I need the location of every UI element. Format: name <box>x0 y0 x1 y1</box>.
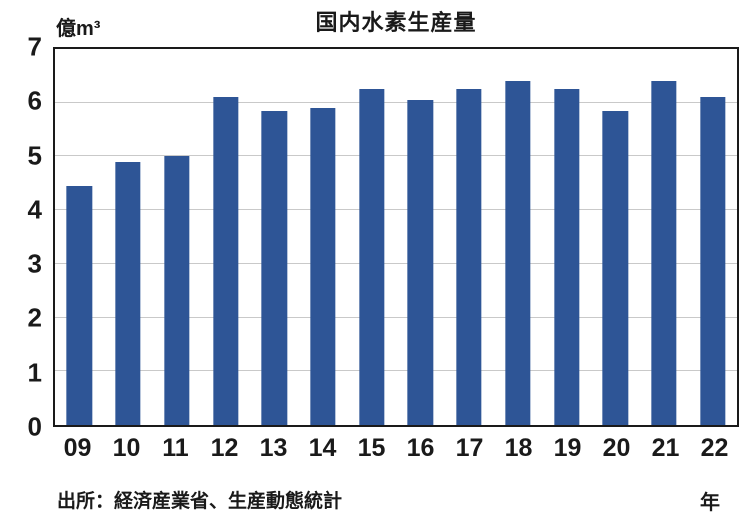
gridline <box>55 262 737 264</box>
bar-22 <box>699 97 726 425</box>
x-tick-label: 11 <box>162 434 189 462</box>
source-text: 出所：経済産業省、生産動態統計 <box>57 491 343 512</box>
y-tick-label: 2 <box>27 302 42 333</box>
gridline <box>55 155 737 157</box>
gridline <box>55 209 737 211</box>
x-tick-label: 10 <box>112 434 141 462</box>
y-tick-label: 0 <box>27 411 42 442</box>
y-tick-label: 4 <box>27 194 42 225</box>
gridline <box>55 316 737 318</box>
x-axis-title: 年 <box>700 492 720 514</box>
bar-12 <box>212 97 239 425</box>
x-tick-label: 09 <box>63 434 92 462</box>
bar-15 <box>358 89 385 425</box>
y-tick-label: 3 <box>27 248 42 279</box>
bar-10 <box>115 161 141 425</box>
bar-13 <box>261 110 287 425</box>
y-axis-labels: 0 1 2 3 4 5 6 7 <box>0 33 42 439</box>
x-tick-label: 12 <box>210 434 239 462</box>
bar-21 <box>651 81 677 425</box>
chart-title: 国内水素生産量 <box>315 10 477 35</box>
x-axis-labels: 09 10 11 12 13 14 15 16 17 18 19 20 21 22 <box>53 436 739 466</box>
bar-19 <box>553 89 580 425</box>
x-tick-label: 18 <box>504 434 533 462</box>
bar-16 <box>407 100 434 425</box>
x-tick-label: 17 <box>455 434 484 462</box>
x-tick-label: 15 <box>357 434 386 462</box>
y-axis-unit-label: 億m³ <box>56 18 101 40</box>
gridline <box>55 370 737 372</box>
x-tick-label: 22 <box>700 434 729 462</box>
bar-09 <box>66 185 93 425</box>
y-tick-label: 7 <box>27 31 42 62</box>
y-tick-label: 1 <box>27 357 42 388</box>
x-tick-label: 19 <box>553 434 582 462</box>
y-tick-label: 6 <box>27 85 42 116</box>
x-tick-label: 16 <box>406 434 435 462</box>
x-tick-label: 13 <box>259 434 288 462</box>
x-tick-label: 20 <box>602 434 631 462</box>
y-tick-label: 5 <box>27 140 42 171</box>
plot-area <box>53 47 739 427</box>
x-tick-label: 21 <box>651 434 680 462</box>
x-tick-label: 14 <box>308 434 337 462</box>
bar-18 <box>505 81 531 425</box>
gridline <box>55 101 737 103</box>
bar-11 <box>164 156 190 425</box>
bar-20 <box>602 110 628 425</box>
bar-14 <box>310 108 336 425</box>
bar-17 <box>456 89 482 425</box>
